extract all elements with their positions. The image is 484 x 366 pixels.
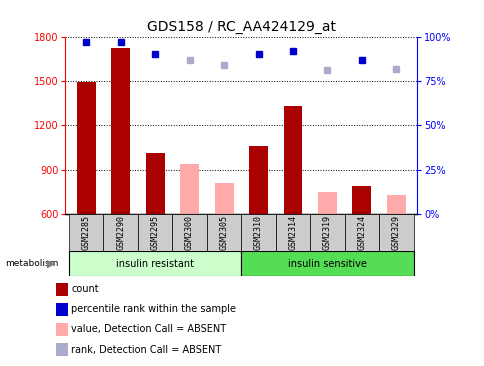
Bar <box>318 192 336 214</box>
Bar <box>103 214 137 251</box>
Text: value, Detection Call = ABSENT: value, Detection Call = ABSENT <box>71 324 226 335</box>
Text: ▶: ▶ <box>46 258 55 269</box>
Text: GSM2300: GSM2300 <box>185 215 194 250</box>
Text: count: count <box>71 284 99 294</box>
Text: GSM2319: GSM2319 <box>322 215 331 250</box>
Bar <box>206 214 241 251</box>
Text: GSM2290: GSM2290 <box>116 215 125 250</box>
Bar <box>344 214 378 251</box>
Bar <box>69 251 241 276</box>
Text: GSM2310: GSM2310 <box>254 215 262 250</box>
Bar <box>378 214 413 251</box>
Bar <box>241 214 275 251</box>
Bar <box>352 186 371 214</box>
Bar <box>275 214 310 251</box>
Bar <box>283 106 302 214</box>
Text: rank, Detection Call = ABSENT: rank, Detection Call = ABSENT <box>71 344 221 355</box>
Bar <box>386 195 405 214</box>
Bar <box>76 82 95 214</box>
Title: GDS158 / RC_AA424129_at: GDS158 / RC_AA424129_at <box>147 20 335 34</box>
Bar <box>111 48 130 214</box>
Bar <box>172 214 206 251</box>
Text: GSM2295: GSM2295 <box>151 215 159 250</box>
Text: GSM2324: GSM2324 <box>357 215 366 250</box>
Text: GSM2314: GSM2314 <box>288 215 297 250</box>
Bar <box>69 214 103 251</box>
Text: insulin sensitive: insulin sensitive <box>287 258 366 269</box>
Text: insulin resistant: insulin resistant <box>116 258 194 269</box>
Bar <box>180 164 198 214</box>
Bar <box>310 214 344 251</box>
Bar <box>248 146 268 214</box>
Text: GSM2285: GSM2285 <box>81 215 91 250</box>
Text: metabolism: metabolism <box>5 259 58 268</box>
Text: percentile rank within the sample: percentile rank within the sample <box>71 304 236 314</box>
Text: GSM2329: GSM2329 <box>391 215 400 250</box>
Bar <box>214 183 233 214</box>
Bar <box>241 251 413 276</box>
Bar <box>145 153 164 214</box>
Bar <box>137 214 172 251</box>
Text: GSM2305: GSM2305 <box>219 215 228 250</box>
